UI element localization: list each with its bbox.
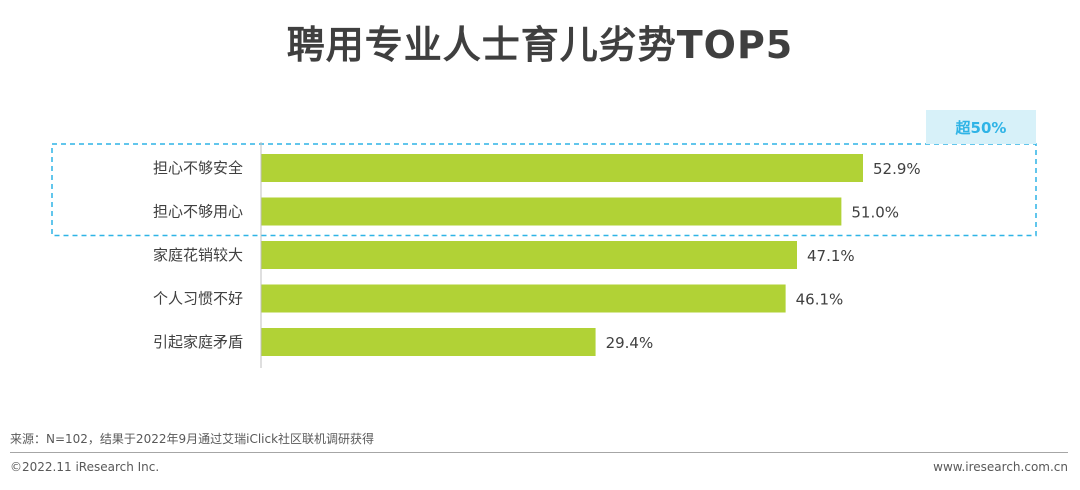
bar [261,197,842,226]
data-label: 46.1% [796,291,844,309]
source-note: 来源：N=102，结果于2022年9月通过艾瑞iClick社区联机调研获得 [10,432,375,446]
annotation-label: 超50% [955,119,1007,137]
bar [261,328,596,356]
data-label: 29.4% [606,334,654,352]
website-url: www.iresearch.com.cn [933,460,1068,474]
bar [261,241,797,269]
bar-chart: 超50% 担心不够安全 52.9% 担心不够用心 51.0% 家庭花销较大 47.1% 个人习… [51,110,1037,368]
category-label: 个人习惯不好 [153,290,243,308]
footer-divider [10,452,1068,453]
chart-title: 聘用专业人士育儿劣势TOP5 [286,23,794,67]
data-label: 51.0% [851,204,899,222]
data-label: 52.9% [873,160,921,178]
category-label: 担心不够用心 [153,203,243,221]
category-label: 家庭花销较大 [153,246,243,264]
copyright-text: ©2022.11 iResearch Inc. [10,460,160,474]
bar [261,284,786,313]
category-label: 引起家庭矛盾 [153,333,243,351]
category-label: 担心不够安全 [153,159,243,177]
bar [261,154,864,182]
data-label: 47.1% [807,247,855,265]
annotation-box [51,143,1037,237]
annotation-label-bg [926,110,1036,144]
